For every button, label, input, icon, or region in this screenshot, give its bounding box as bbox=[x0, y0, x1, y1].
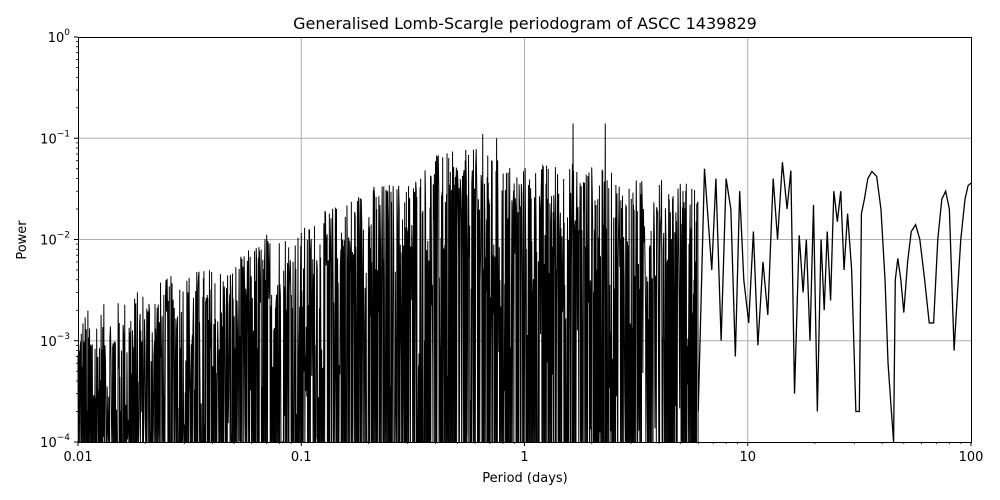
periodogram-dense-line bbox=[77, 123, 699, 443]
y-tick-label: 100 bbox=[48, 28, 71, 46]
x-tick-label: 0.1 bbox=[291, 450, 312, 465]
y-axis-label: Power bbox=[15, 220, 30, 260]
y-tick-label: 10−2 bbox=[40, 231, 70, 249]
x-tick-label: 10 bbox=[739, 450, 756, 465]
x-tick-label: 1 bbox=[520, 450, 528, 465]
chart-title: Generalised Lomb-Scargle periodogram of … bbox=[293, 14, 757, 33]
y-tick-label: 10−3 bbox=[40, 332, 70, 350]
x-tick-label: 0.01 bbox=[64, 450, 93, 465]
y-tick-label: 10−4 bbox=[40, 433, 70, 451]
y-axis: 10−4 10−3 10−2 10−1 100 bbox=[40, 28, 78, 451]
plot-area bbox=[77, 123, 972, 443]
x-axis: 0.01 0.1 1 10 100 bbox=[64, 442, 984, 465]
x-axis-label: Period (days) bbox=[482, 471, 568, 486]
y-tick-label: 10−1 bbox=[40, 129, 70, 147]
x-tick-label: 100 bbox=[959, 450, 984, 465]
periodogram-smooth-line bbox=[697, 162, 972, 443]
